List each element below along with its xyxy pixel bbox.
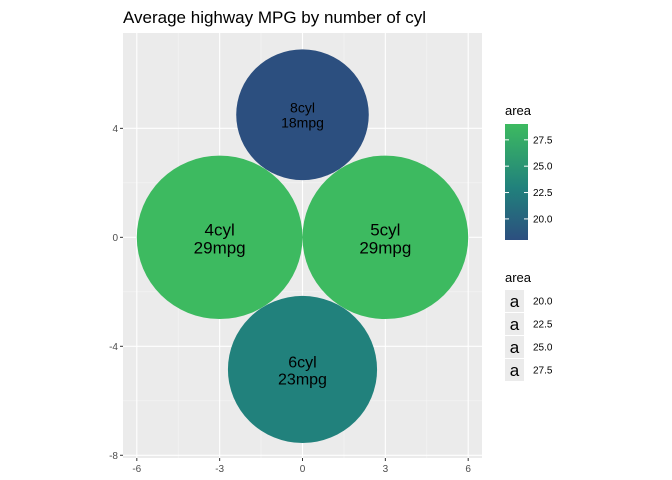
chart-title: Average highway MPG by number of cyl	[123, 8, 426, 27]
y-tick-label: -8	[109, 451, 118, 462]
size-key-box	[505, 359, 524, 381]
colorbar-tick-label: 20.0	[533, 214, 553, 225]
x-tick-label: -3	[215, 464, 224, 475]
colorbar-tick-label: 27.5	[533, 135, 553, 146]
size-key-glyph: a	[510, 361, 520, 380]
size-key-box	[505, 313, 524, 335]
circle-label-mpg: 18mpg	[281, 115, 324, 131]
circle-label-mpg: 29mpg	[194, 238, 246, 257]
x-tick-label: 6	[465, 464, 471, 475]
size-key-label: 20.0	[533, 297, 553, 308]
size-legend-keys: a 20.0 a 22.5 a 25.0 a 27.5	[505, 290, 553, 381]
y-tick-label: 0	[112, 233, 118, 244]
circle-6cyl	[227, 295, 378, 444]
size-legend-title: area	[505, 270, 532, 285]
circle-label-cyl: 4cyl	[205, 220, 235, 239]
size-key-box	[505, 336, 524, 358]
circle-label-cyl: 6cyl	[288, 354, 316, 371]
circle-label-cyl: 8cyl	[290, 100, 315, 116]
x-tick-label: 0	[300, 464, 306, 475]
size-key-label: 25.0	[533, 343, 553, 354]
y-tick-label: 4	[112, 124, 118, 135]
size-key-label: 22.5	[533, 320, 553, 331]
fill-legend: area 20.0 22.5 25.0 27.5	[505, 103, 553, 240]
circle-label-cyl: 5cyl	[370, 220, 400, 239]
y-tick-label: -4	[109, 342, 118, 353]
size-key-label: 27.5	[533, 366, 553, 377]
x-tick-label: 3	[383, 464, 389, 475]
circle-5cyl	[302, 155, 469, 320]
size-key-box	[505, 290, 524, 312]
colorbar	[505, 124, 528, 240]
colorbar-ticks: 20.0 22.5 25.0 27.5	[505, 135, 553, 225]
colorbar-tick-label: 25.0	[533, 162, 553, 173]
size-key-glyph: a	[510, 292, 520, 311]
size-key-glyph: a	[510, 338, 520, 357]
x-tick-label: -6	[132, 464, 141, 475]
fill-legend-title: area	[505, 103, 532, 118]
axes: -6 -3 0 3 6 -8 -4 0 4	[109, 124, 471, 475]
size-legend: area a 20.0 a 22.5 a 25.0 a 27.5	[505, 270, 553, 381]
circle-4cyl	[136, 155, 303, 320]
size-key-glyph: a	[510, 315, 520, 334]
circle-8cyl	[236, 49, 369, 181]
circle-label-mpg: 23mpg	[278, 371, 327, 388]
colorbar-tick-label: 22.5	[533, 188, 553, 199]
circle-label-mpg: 29mpg	[359, 238, 411, 257]
